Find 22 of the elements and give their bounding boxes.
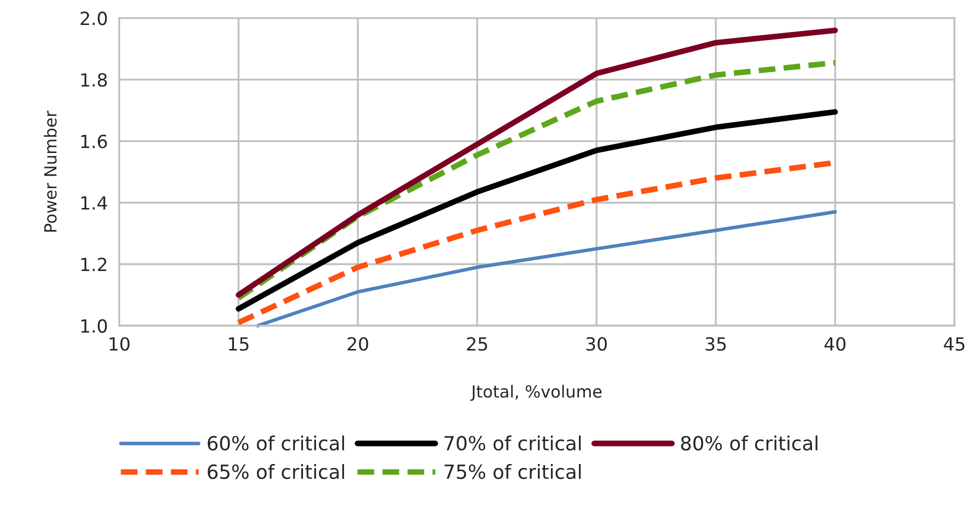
x-axis-title: Jtotal, %volume — [470, 384, 602, 401]
y-tick-label: 1.0 — [81, 319, 107, 333]
line-series — [256, 210, 837, 328]
legend-label: 65% of critical — [208, 464, 344, 480]
y-tick-label: 2.0 — [80, 12, 107, 26]
y-tick-label: 1.2 — [81, 258, 106, 272]
x-tick-label: 10 — [110, 337, 130, 351]
legend-label: 70% of critical — [444, 435, 581, 451]
x-tick-label: 25 — [467, 337, 488, 351]
x-tick-label: 40 — [824, 337, 846, 351]
legend-label: 75% of critical — [444, 464, 581, 480]
x-tick-label: 30 — [586, 337, 607, 351]
x-tick-label: 35 — [706, 337, 726, 351]
y-tick-label: 1.4 — [81, 196, 108, 210]
legend-label: 60% of critical — [208, 435, 344, 451]
y-tick-label: 1.6 — [81, 134, 107, 148]
x-tick-label: 45 — [944, 337, 964, 351]
y-tick-label: 1.8 — [81, 73, 107, 87]
x-tick-label: 20 — [348, 337, 368, 351]
x-tick-label: 15 — [229, 337, 248, 351]
legend-label: 80% of critical — [681, 435, 818, 451]
y-axis-title: Power Number — [44, 110, 57, 232]
